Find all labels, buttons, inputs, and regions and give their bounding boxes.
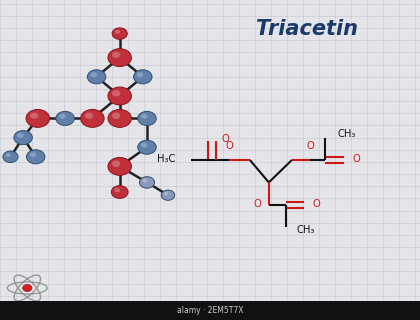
Text: CH₃: CH₃ <box>337 129 356 140</box>
Circle shape <box>161 190 175 200</box>
Circle shape <box>87 70 106 84</box>
Circle shape <box>138 111 156 125</box>
Circle shape <box>115 30 120 34</box>
Circle shape <box>81 109 104 127</box>
Circle shape <box>108 49 131 67</box>
Text: O: O <box>225 141 233 151</box>
Circle shape <box>108 87 131 105</box>
Circle shape <box>142 179 147 183</box>
Circle shape <box>111 186 128 198</box>
Text: CH₃: CH₃ <box>296 225 315 236</box>
Circle shape <box>108 157 131 175</box>
Circle shape <box>112 52 120 58</box>
Circle shape <box>26 150 45 164</box>
Text: O: O <box>353 154 360 164</box>
Circle shape <box>137 72 143 77</box>
Circle shape <box>91 72 97 77</box>
Circle shape <box>138 140 156 154</box>
Circle shape <box>30 152 36 157</box>
Circle shape <box>114 188 120 192</box>
Bar <box>0 301 420 320</box>
Circle shape <box>141 114 147 119</box>
Circle shape <box>14 131 32 145</box>
Text: O: O <box>313 199 320 209</box>
Circle shape <box>108 109 131 127</box>
Circle shape <box>3 151 18 163</box>
Circle shape <box>112 113 120 119</box>
Circle shape <box>23 284 32 292</box>
Text: O: O <box>254 199 261 209</box>
Text: O: O <box>221 134 229 144</box>
Circle shape <box>112 28 127 39</box>
Text: Triacetin: Triacetin <box>256 19 357 39</box>
Text: alamy · 2EM5T7X: alamy · 2EM5T7X <box>177 306 243 315</box>
Circle shape <box>85 113 93 119</box>
Circle shape <box>17 133 24 138</box>
Circle shape <box>139 177 155 188</box>
Circle shape <box>5 153 11 157</box>
Circle shape <box>164 192 168 196</box>
Text: O: O <box>306 141 314 151</box>
Text: H₃C: H₃C <box>157 154 175 164</box>
Circle shape <box>26 109 50 127</box>
Circle shape <box>134 70 152 84</box>
Circle shape <box>112 90 120 96</box>
Circle shape <box>141 143 147 148</box>
Circle shape <box>59 114 66 119</box>
Circle shape <box>112 161 120 167</box>
Circle shape <box>30 113 38 119</box>
Circle shape <box>56 111 74 125</box>
